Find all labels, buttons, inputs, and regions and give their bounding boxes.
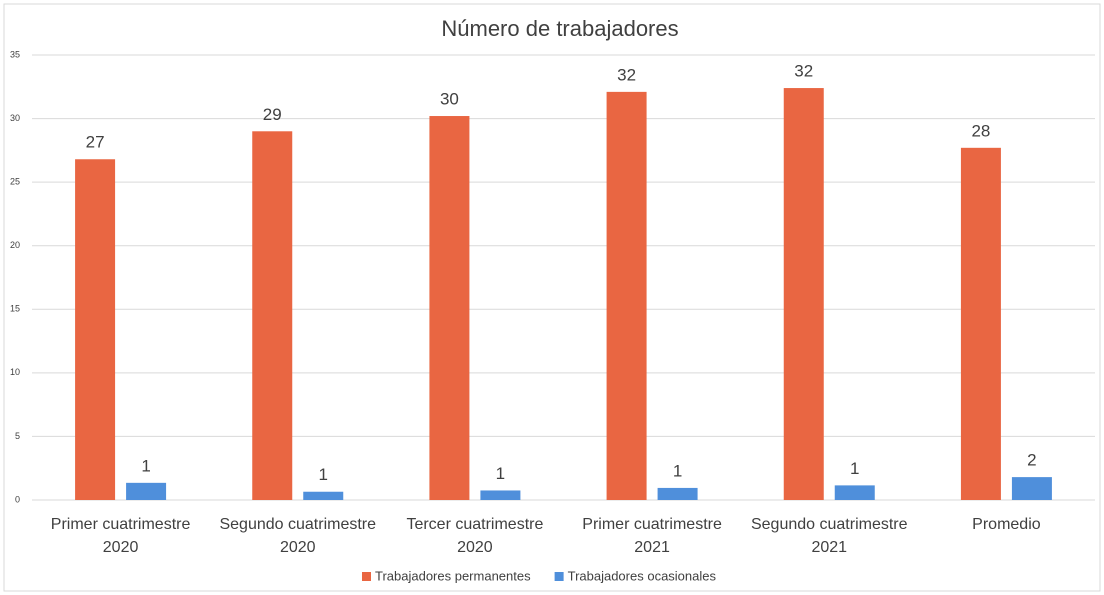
data-label: 27 (86, 133, 105, 152)
bar (303, 491, 344, 500)
chart-frame (3, 3, 1101, 592)
x-tick-label: Segundo cuatrimestre 2021 (751, 516, 908, 556)
bar (960, 147, 1001, 501)
y-tick-label: 15 (10, 304, 20, 314)
data-label: 1 (673, 461, 682, 480)
x-tick-label: Promedio (972, 516, 1041, 533)
y-tick-label: 25 (10, 177, 20, 187)
data-label: 29 (263, 105, 282, 124)
y-tick-label: 35 (10, 49, 20, 59)
chart-title: Número de trabajadores (441, 16, 678, 41)
data-label: 32 (794, 62, 813, 81)
data-label: 32 (617, 65, 636, 84)
bar (606, 91, 647, 500)
bar (480, 490, 521, 500)
x-tick-label: Segundo cuatrimestre 2020 (219, 516, 376, 556)
data-label: 1 (141, 456, 150, 475)
bar (1011, 477, 1052, 500)
y-tick-label: 5 (15, 431, 20, 441)
legend-label: Trabajadores ocasionales (568, 568, 717, 583)
bar (657, 487, 698, 500)
bar (252, 131, 293, 501)
bar (429, 116, 470, 501)
y-tick-label: 10 (10, 367, 20, 377)
bar (834, 485, 875, 500)
data-label: 1 (319, 465, 328, 484)
x-tick-label: Primer cuatrimestre 2020 (51, 516, 191, 556)
y-tick-label: 20 (10, 240, 20, 250)
data-label: 1 (496, 464, 505, 483)
bar (75, 159, 116, 500)
legend-swatch (554, 572, 564, 581)
x-tick-label: Tercer cuatrimestre 2020 (406, 516, 543, 556)
data-label: 28 (971, 121, 990, 140)
data-label: 1 (850, 459, 859, 478)
y-tick-label: 0 (15, 494, 20, 504)
legend-swatch (362, 572, 371, 581)
data-label: 2 (1027, 451, 1036, 470)
y-tick-label: 30 (10, 113, 20, 123)
bar (126, 482, 167, 500)
legend-label: Trabajadores permanentes (375, 568, 531, 583)
x-tick-label: Primer cuatrimestre 2021 (582, 516, 722, 556)
data-label: 30 (440, 90, 459, 109)
bar (783, 88, 824, 501)
